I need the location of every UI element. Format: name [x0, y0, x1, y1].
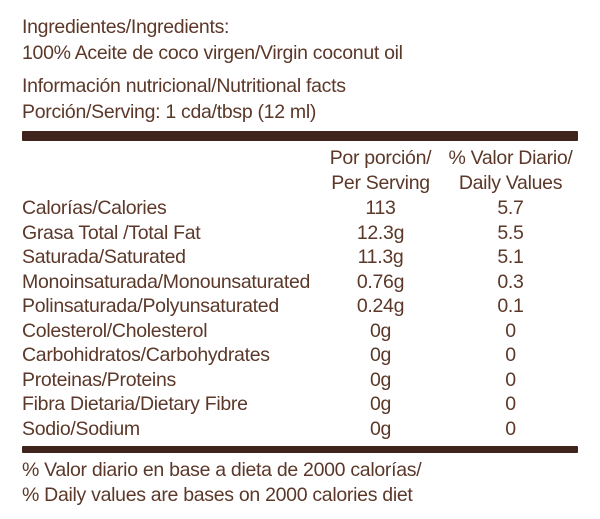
table-row-cholesterol: Colesterol/Cholesterol 0g 0: [22, 319, 578, 344]
row-serving-value: 0g: [369, 417, 392, 440]
table-row-monounsaturated: Monoinsaturada/Monounsaturated 0.76g 0.3: [22, 270, 578, 295]
row-label: Calorías/Calories: [22, 197, 167, 219]
table-row-total-fat: Grasa Total /Total Fat 12.3g 5.5: [22, 221, 578, 246]
table-row-sodium: Sodio/Sodium 0g 0: [22, 417, 578, 442]
row-label: Colesterol/Cholesterol: [22, 319, 208, 342]
table-row-polyunsaturated: Polinsaturada/Polyunsaturated 0.24g 0.1: [22, 294, 578, 319]
ingredients-section: Ingredientes/Ingredients: 100% Aceite de…: [22, 14, 578, 66]
row-label: Monoinsaturada/Monounsaturated: [22, 270, 311, 293]
table-row-dietary-fibre: Fibra Dietaria/Dietary Fibre 0g 0: [22, 392, 578, 417]
row-label: Fibra Dietaria/Dietary Fibre: [22, 393, 248, 415]
daily-value-note-line2: % Daily values are bases on 2000 calorie…: [22, 484, 413, 506]
daily-value-note: % Valor diario en base a dieta de 2000 c…: [22, 458, 578, 508]
table-row-proteins: Proteinas/Proteins 0g 0: [22, 368, 578, 393]
row-daily-value: 0: [505, 417, 516, 440]
row-daily-value: 0.1: [497, 295, 524, 317]
row-serving-value: 0.76g: [356, 270, 405, 293]
row-label: Saturada/Saturated: [22, 246, 186, 268]
table-header: Por porción/ Per Serving % Valor Diario/…: [22, 146, 578, 196]
table-row-carbohydrates: Carbohidratos/Carbohydrates 0g 0: [22, 343, 578, 368]
row-daily-value: 0.3: [497, 270, 524, 293]
row-daily-value: 0: [505, 344, 516, 366]
ingredients-value: 100% Aceite de coco virgen/Virgin coconu…: [22, 42, 403, 64]
row-serving-value: 113: [365, 197, 396, 219]
table-row-saturated: Saturada/Saturated 11.3g 5.1: [22, 245, 578, 270]
row-serving-value: 0g: [369, 368, 392, 391]
row-serving-value: 12.3g: [356, 221, 405, 244]
divider-top: [22, 131, 578, 141]
row-daily-value: 5.5: [497, 221, 524, 244]
column-header-daily-values-line1: % Valor Diario/: [448, 147, 573, 169]
daily-value-note-line1: % Valor diario en base a dieta de 2000 c…: [22, 459, 422, 481]
nutrition-facts-title: Información nutricional/Nutritional fact…: [22, 75, 346, 97]
nutrition-facts-section: Información nutricional/Nutritional fact…: [22, 73, 578, 125]
row-serving-value: 11.3g: [357, 246, 404, 268]
row-daily-value: 5.1: [497, 246, 524, 268]
row-label: Proteinas/Proteins: [22, 368, 176, 391]
serving-size: Porción/Serving: 1 cda/tbsp (12 ml): [22, 101, 317, 123]
ingredients-title: Ingredientes/Ingredients:: [22, 16, 230, 38]
row-daily-value: 0: [505, 319, 516, 342]
row-serving-value: 0.24g: [356, 295, 405, 317]
column-header-daily-values-line2: Daily Values: [458, 172, 563, 194]
row-label: Carbohidratos/Carbohydrates: [22, 344, 270, 366]
row-daily-value: 0: [505, 393, 516, 415]
row-daily-value: 0: [505, 368, 516, 391]
row-label: Sodio/Sodium: [22, 417, 140, 440]
header-spacer: [22, 146, 318, 196]
divider-bottom: [22, 446, 578, 453]
row-serving-value: 0g: [369, 319, 392, 342]
row-serving-value: 0g: [369, 393, 392, 415]
column-header-per-serving-line2: Per Serving: [331, 172, 430, 194]
row-serving-value: 0g: [369, 344, 392, 366]
column-header-per-serving-line1: Por porción/: [329, 147, 432, 169]
column-header-per-serving: Por porción/ Per Serving: [318, 146, 443, 196]
table-row-calories: Calorías/Calories 113 5.7: [22, 196, 578, 221]
row-daily-value: 5.7: [497, 197, 524, 219]
row-label: Grasa Total /Total Fat: [22, 221, 201, 244]
column-header-daily-values: % Valor Diario/ Daily Values: [443, 146, 578, 196]
row-label: Polinsaturada/Polyunsaturated: [22, 295, 279, 317]
